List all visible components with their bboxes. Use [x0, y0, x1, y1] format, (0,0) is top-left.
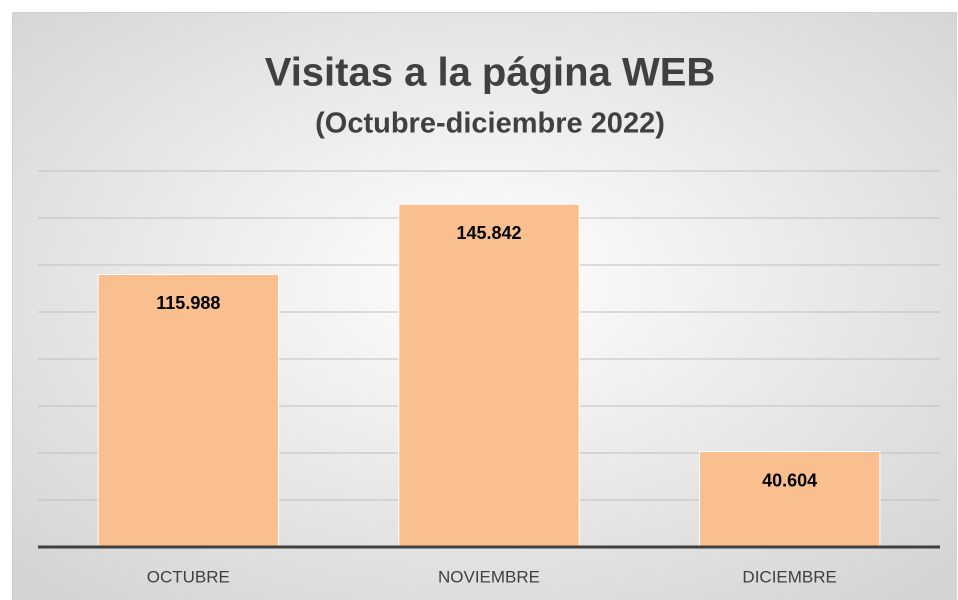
data-label: 40.604: [762, 470, 817, 490]
chart-subtitle: (Octubre-diciembre 2022): [315, 108, 665, 140]
data-label: 115.988: [156, 293, 220, 313]
data-label: 145.842: [456, 223, 521, 243]
bar: [398, 203, 580, 548]
chart-title: Visitas a la página WEB: [265, 51, 716, 95]
x-tick-label: OCTUBRE: [147, 567, 230, 586]
x-tick-label: NOVIEMBRE: [438, 567, 540, 586]
x-tick-label: DICIEMBRE: [742, 567, 836, 586]
bar: [97, 273, 280, 548]
bar: [698, 451, 881, 548]
